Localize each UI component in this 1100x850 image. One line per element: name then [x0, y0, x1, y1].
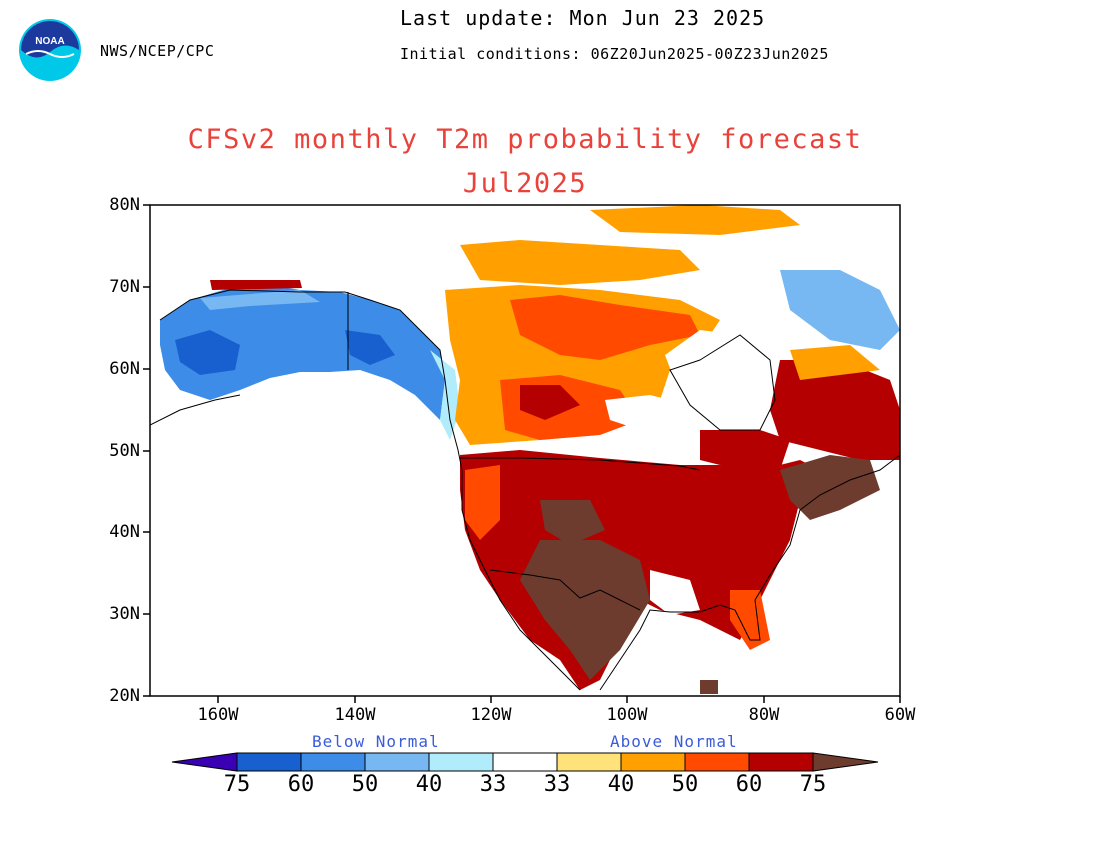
forecast-shading — [160, 205, 900, 694]
lat-tick-label: 20N — [109, 686, 140, 706]
axis-ticks — [143, 204, 901, 703]
colorbar-above-40 — [620, 752, 686, 772]
lat-tick-label: 70N — [109, 277, 140, 297]
central-canada-near-normal — [605, 395, 690, 430]
alaska-below-60 — [175, 330, 240, 375]
above-normal-label: Above Normal — [610, 732, 738, 751]
colorbar — [171, 752, 879, 772]
colorbar-above-33 — [556, 752, 622, 772]
colorbar-arrow-below — [171, 752, 238, 772]
labrador-above-50 — [790, 345, 880, 380]
ontario-above-75 — [700, 430, 790, 470]
canada-above-60 — [510, 295, 700, 360]
alaska-below-50 — [160, 285, 445, 420]
last-update-label: Last update: Mon Jun 23 2025 — [400, 6, 766, 30]
colorbar-below-50 — [300, 752, 366, 772]
colorbar-label: 75 — [223, 772, 251, 797]
lon-tick-label: 80W — [748, 705, 780, 725]
colorbar-label: 33 — [543, 772, 571, 797]
lat-tick-label: 80N — [109, 195, 140, 215]
noaa-logo: NOAA — [19, 19, 81, 81]
map-title: CFSv2 monthly T2m probability forecast — [187, 124, 863, 155]
colorbar-above-50 — [684, 752, 750, 772]
colorbar-neutral — [492, 752, 558, 772]
lon-tick-label: 140W — [334, 705, 376, 725]
colorbar-above-60 — [748, 752, 814, 772]
lat-tick-label: 60N — [109, 359, 140, 379]
colorbar-below-40 — [364, 752, 430, 772]
lon-tick-label: 120W — [470, 705, 512, 725]
lon-tick-label: 60W — [884, 705, 916, 725]
colorbar-label: 33 — [479, 772, 507, 797]
yucatan-above-extreme — [700, 680, 718, 694]
bc-coast-near — [430, 350, 460, 440]
colorbar-label: 50 — [671, 772, 699, 797]
new-england-above-extreme — [780, 455, 880, 520]
texas-above-extreme — [520, 540, 650, 680]
alaska-north-coast — [210, 280, 302, 290]
colorbar-below-60 — [236, 752, 302, 772]
colorbar-label: 75 — [799, 772, 827, 797]
colorbar-label: 40 — [607, 772, 635, 797]
quebec-above-75 — [770, 360, 900, 460]
prairies-above-75 — [520, 385, 580, 420]
hudson-bay-near-normal — [665, 330, 775, 430]
colorbar-label: 60 — [287, 772, 315, 797]
initial-conditions-label: Initial conditions: 06Z20Jun2025-00Z23Ju… — [400, 45, 829, 63]
lat-tick-label: 30N — [109, 604, 140, 624]
arctic-islands-above-50 — [460, 240, 700, 285]
map-subtitle: Jul2025 — [462, 168, 588, 199]
svg-text:NOAA: NOAA — [35, 36, 64, 47]
yukon-below-60 — [345, 330, 395, 365]
alaska-north-below-40 — [200, 290, 320, 310]
high-arctic-above-50 — [590, 205, 800, 235]
below-normal-label: Below Normal — [312, 732, 440, 751]
pacific-nw-above-60 — [465, 465, 500, 540]
colorbar-arrow-above — [812, 752, 879, 772]
lon-tick-label: 100W — [606, 705, 648, 725]
lon-tick-label: 160W — [197, 705, 239, 725]
colorbar-label: 50 — [351, 772, 379, 797]
colorbar-label: 40 — [415, 772, 443, 797]
baffin-below-40 — [780, 270, 900, 350]
lat-tick-label: 50N — [109, 441, 140, 461]
colorbar-below-33 — [428, 752, 494, 772]
agency-label: NWS/NCEP/CPC — [100, 42, 215, 60]
rockies-above-extreme — [540, 500, 605, 545]
coastlines — [150, 289, 900, 691]
florida-above-60 — [730, 590, 770, 650]
colorbar-label: 60 — [735, 772, 763, 797]
gulf-near-normal — [650, 570, 700, 615]
lat-tick-label: 40N — [109, 522, 140, 542]
